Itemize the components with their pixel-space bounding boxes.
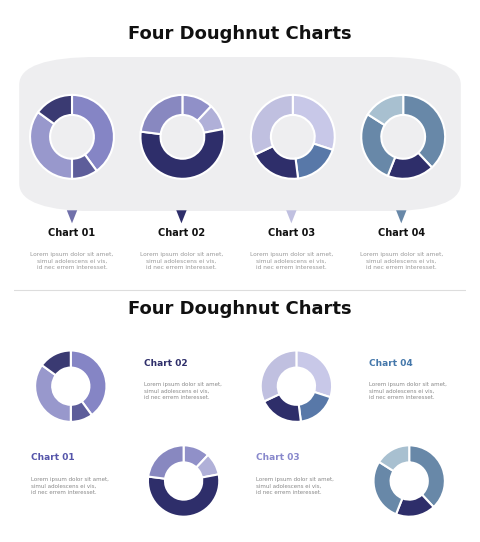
Text: Lorem ipsum dolor sit amet,
simul adolescens ei vis,
id nec errem interesset.: Lorem ipsum dolor sit amet, simul adoles… [144,382,222,400]
Polygon shape [286,210,297,223]
Wedge shape [141,129,224,179]
Text: Lorem ipsum dolor sit amet,
simul adolescens ei vis,
id nec errem interesset.: Lorem ipsum dolor sit amet, simul adoles… [256,477,335,495]
Text: Lorem ipsum dolor sit amet,
simul adolescens ei vis,
id nec errem interesset.: Lorem ipsum dolor sit amet, simul adoles… [140,252,223,270]
Text: Lorem ipsum dolor sit amet,
simul adolescens ei vis,
id nec errem interesset.: Lorem ipsum dolor sit amet, simul adoles… [369,382,447,400]
Text: Lorem ipsum dolor sit amet,
simul adolescens ei vis,
id nec errem interesset.: Lorem ipsum dolor sit amet, simul adoles… [360,252,443,270]
Wedge shape [409,446,445,507]
Wedge shape [42,351,71,375]
Wedge shape [71,401,92,422]
Text: Four Doughnut Charts: Four Doughnut Charts [128,300,352,318]
Polygon shape [67,210,77,223]
Text: Four Doughnut Charts: Four Doughnut Charts [128,25,352,43]
Wedge shape [297,351,332,397]
Wedge shape [293,95,335,150]
Wedge shape [183,446,208,467]
Text: Chart 04: Chart 04 [378,228,425,238]
Text: Chart 04: Chart 04 [369,359,413,367]
Text: Chart 01: Chart 01 [48,228,96,238]
Wedge shape [196,455,219,478]
Wedge shape [368,95,403,125]
Wedge shape [30,112,72,179]
Wedge shape [182,95,211,121]
Wedge shape [403,95,445,167]
Wedge shape [388,153,432,179]
Wedge shape [299,392,330,422]
Wedge shape [261,351,297,402]
FancyBboxPatch shape [19,57,461,211]
Wedge shape [71,351,107,415]
Wedge shape [361,114,395,176]
Wedge shape [373,462,402,514]
Text: Chart 03: Chart 03 [256,454,300,462]
Wedge shape [264,394,301,422]
Text: Lorem ipsum dolor sit amet,
simul adolescens ei vis,
id nec errem interesset.: Lorem ipsum dolor sit amet, simul adoles… [31,477,109,495]
Text: Lorem ipsum dolor sit amet,
simul adolescens ei vis,
id nec errem interesset.: Lorem ipsum dolor sit amet, simul adoles… [250,252,333,270]
Wedge shape [255,146,298,179]
Wedge shape [141,95,182,134]
Wedge shape [379,446,409,471]
Polygon shape [176,210,187,223]
Text: Chart 03: Chart 03 [268,228,315,238]
Text: Lorem ipsum dolor sit amet,
simul adolescens ei vis,
id nec errem interesset.: Lorem ipsum dolor sit amet, simul adoles… [30,252,114,270]
Wedge shape [197,106,224,133]
Text: Chart 02: Chart 02 [158,228,205,238]
Wedge shape [72,95,114,171]
Wedge shape [148,474,219,517]
Wedge shape [72,154,96,179]
Polygon shape [396,210,407,223]
Text: Chart 02: Chart 02 [144,359,187,367]
Text: Chart 01: Chart 01 [31,454,74,462]
Wedge shape [296,144,333,178]
Wedge shape [148,446,183,479]
Wedge shape [38,95,72,124]
Wedge shape [251,95,293,154]
Wedge shape [396,495,433,517]
Wedge shape [35,365,71,422]
